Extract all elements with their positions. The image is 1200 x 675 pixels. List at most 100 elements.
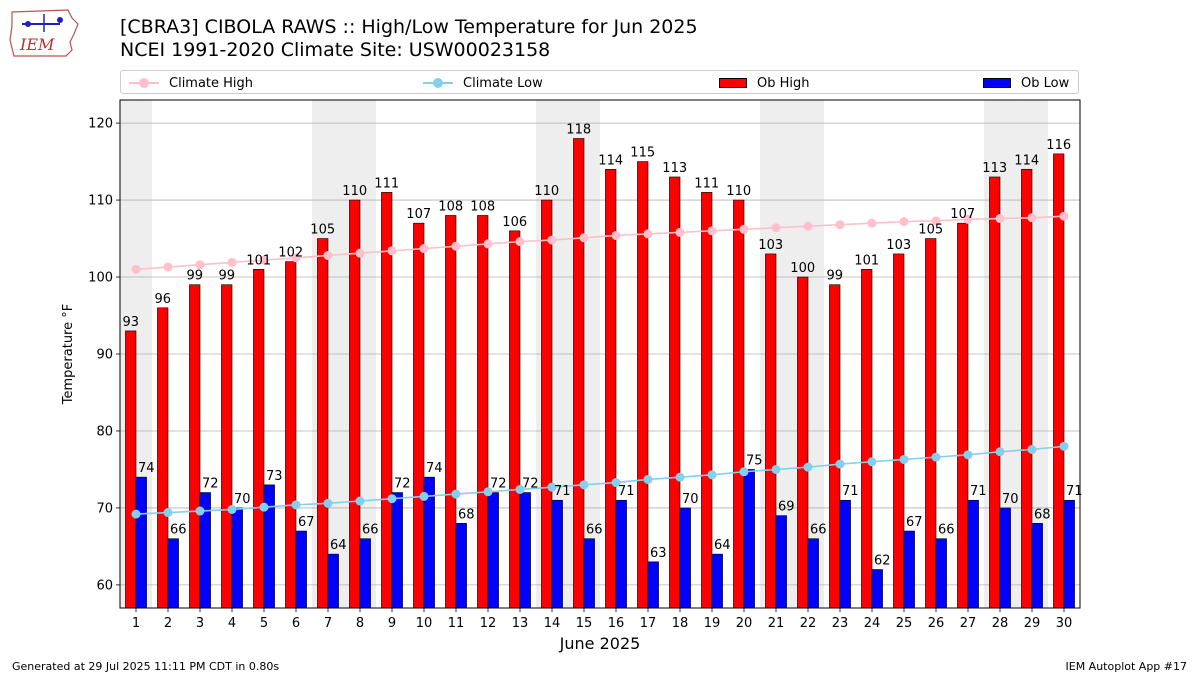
- ob-high-bar: [765, 253, 777, 609]
- ob-low-bar: [295, 530, 307, 609]
- ob-high-label: 105: [310, 223, 335, 238]
- ob-high-label: 113: [662, 161, 687, 176]
- climate-high-point: [355, 248, 365, 258]
- legend: Climate High Climate Low Ob High Ob Low: [120, 70, 1079, 94]
- climate-high-point: [515, 237, 525, 247]
- footer-generated: Generated at 29 Jul 2025 11:11 PM CDT in…: [12, 660, 280, 673]
- ob-low-label: 73: [266, 469, 283, 484]
- x-tick-label: 27: [960, 616, 977, 631]
- ob-low-label: 71: [1066, 484, 1083, 499]
- footer-app: IEM Autoplot App #17: [1065, 660, 1188, 673]
- climate-high-point: [931, 216, 941, 226]
- climate-high-point: [579, 233, 589, 243]
- x-tick-label: 8: [356, 616, 364, 631]
- x-tick-label: 26: [928, 616, 945, 631]
- climate-high-point: [899, 217, 909, 227]
- climate-low-point: [451, 489, 461, 499]
- x-tick-label: 3: [196, 616, 204, 631]
- legend-label-climate-high: Climate High: [169, 75, 254, 91]
- legend-label-climate-low: Climate Low: [463, 75, 543, 91]
- ob-low-label: 72: [202, 477, 219, 492]
- ob-low-label: 70: [682, 492, 699, 507]
- climate-high-point: [291, 253, 301, 263]
- ob-low-label: 72: [522, 477, 539, 492]
- ob-high-bar: [669, 176, 681, 609]
- climate-low-point: [259, 502, 269, 512]
- climate-low-point: [387, 494, 397, 504]
- ob-low-bar: [839, 499, 851, 609]
- climate-low-point: [835, 459, 845, 469]
- x-tick-label: 15: [576, 616, 593, 631]
- legend-label-ob-high: Ob High: [757, 75, 810, 91]
- ob-high-bar: [541, 199, 553, 609]
- climate-high-point: [803, 221, 813, 231]
- y-tick-label: 100: [88, 271, 113, 286]
- climate-high-point: [611, 230, 621, 240]
- ob-high-bar: [413, 222, 425, 609]
- ob-low-label: 64: [330, 538, 347, 553]
- ob-low-bar: [583, 538, 595, 609]
- ob-low-bar: [167, 538, 179, 609]
- ob-low-bar: [455, 523, 467, 609]
- climate-low-point: [643, 474, 653, 484]
- climate-high-point: [643, 229, 653, 239]
- ob-high-label: 93: [122, 315, 139, 330]
- y-tick-label: 120: [88, 117, 113, 132]
- ob-low-label: 62: [874, 554, 891, 569]
- ob-low-bar: [775, 515, 787, 609]
- ob-high-label: 111: [694, 176, 719, 191]
- title-line-1: [CBRA3] CIBOLA RAWS :: High/Low Temperat…: [120, 16, 698, 38]
- climate-low-point: [131, 509, 141, 519]
- x-tick-label: 23: [832, 616, 849, 631]
- ob-low-label: 66: [938, 523, 955, 538]
- climate-low-point: [547, 482, 557, 492]
- ob-low-label: 67: [298, 515, 315, 530]
- climate-low-point: [899, 454, 909, 464]
- climate-low-line: [135, 445, 1065, 515]
- x-tick-label: 9: [388, 616, 396, 631]
- climate-high-point: [259, 255, 269, 265]
- ob-low-label: 72: [490, 477, 507, 492]
- x-tick-label: 28: [992, 616, 1009, 631]
- climate-low-point: [195, 506, 205, 516]
- climate-high-point: [451, 241, 461, 251]
- y-tick-label: 60: [96, 578, 113, 593]
- ob-low-label: 67: [906, 515, 923, 530]
- climate-low-point: [739, 467, 749, 477]
- climate-low-point: [995, 447, 1005, 457]
- climate-high-point: [131, 264, 141, 274]
- ob-high-label: 105: [918, 223, 943, 238]
- climate-low-point: [323, 498, 333, 508]
- ob-low-bar: [903, 530, 915, 609]
- ob-high-label: 108: [470, 199, 495, 214]
- climate-low-point: [867, 457, 877, 467]
- ob-high-bar: [733, 199, 745, 609]
- x-tick-label: 18: [672, 616, 689, 631]
- x-tick-label: 20: [736, 616, 753, 631]
- x-tick-label: 25: [896, 616, 913, 631]
- x-tick-label: 24: [864, 616, 881, 631]
- climate-low-point: [771, 464, 781, 474]
- ob-high-label: 115: [630, 146, 655, 161]
- ob-low-label: 66: [810, 523, 827, 538]
- ob-high-label: 101: [246, 253, 271, 268]
- ob-high-bar: [1053, 153, 1065, 609]
- ob-low-bar: [615, 499, 627, 609]
- climate-high-point: [771, 223, 781, 233]
- climate-high-point: [227, 257, 237, 267]
- climate-high-point: [707, 226, 717, 236]
- logo-text: IEM: [19, 35, 55, 54]
- climate-low-point: [579, 480, 589, 490]
- x-tick-label: 1: [132, 616, 140, 631]
- climate-high-point: [419, 244, 429, 254]
- ob-high-bar: [1021, 168, 1033, 609]
- ob-low-label: 68: [1034, 507, 1051, 522]
- ob-low-label: 68: [458, 507, 475, 522]
- ob-high-bar: [349, 199, 361, 609]
- ob-low-bar: [519, 492, 531, 609]
- ob-high-bar: [317, 238, 329, 609]
- legend-item-ob-low: Ob Low: [983, 74, 1069, 92]
- x-tick-label: 29: [1024, 616, 1041, 631]
- ob-low-label: 64: [714, 538, 731, 553]
